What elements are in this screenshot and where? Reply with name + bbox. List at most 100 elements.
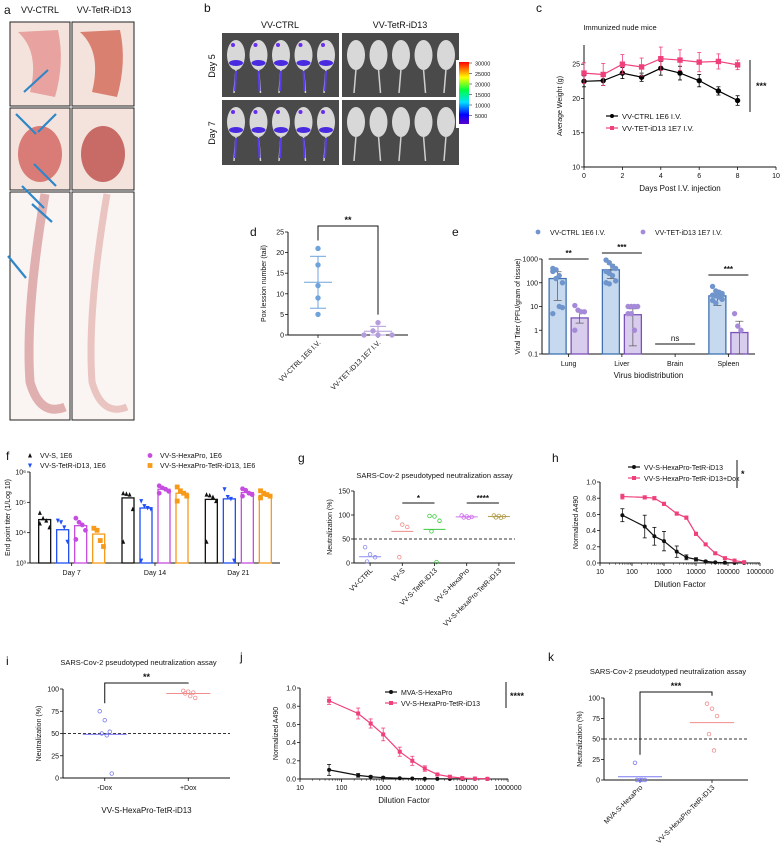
bar [258,494,272,564]
data-point [742,560,747,565]
significance-bracket [317,225,379,315]
blue-arrow-icon [31,203,53,223]
row-label-day7: Day 7 [207,121,217,145]
legend-marker [28,463,32,468]
data-point [124,491,129,496]
legend-label: VV-TET-iD13 1E7 I.V. [622,124,694,133]
data-point [631,327,638,333]
y-tick-label: 100 [588,696,600,703]
data-point [410,776,415,781]
signal [319,60,333,66]
data-point [55,518,60,524]
data-point [210,494,215,499]
data-point [397,555,402,560]
data-point [572,327,578,333]
legend-label: VV-CTRL 1E6 I.V. [622,112,681,121]
x-category-label: Liver [614,361,630,368]
y-axis-label: Average Weight (g) [557,76,564,136]
data-point [639,777,645,783]
legend-marker [28,453,32,458]
data-point [121,539,126,544]
signal [279,137,282,159]
data-point [437,518,442,523]
data-point [73,536,79,542]
data-point [47,524,52,530]
data-point [556,272,562,279]
legend-marker [147,453,153,458]
data-point [83,527,88,533]
significance-label: ** [566,249,573,258]
legend-marker [147,463,153,468]
data-point [389,332,395,338]
significance-label: **** [510,691,525,701]
data-point [735,323,741,329]
data-point [174,498,180,504]
legend-label: VV-S-HexaPro-TetR-iD13 [644,465,723,472]
data-point [121,490,126,496]
y-tick-label: 10⁴ [15,530,26,537]
data-point [711,748,717,753]
data-point [97,709,102,714]
y-tick-label: 1 [534,328,538,335]
x-axis-label: VV-S-HexaPro-TetR-iD13 [101,806,192,815]
data-point [434,559,439,565]
data-point [97,538,103,543]
data-point [634,777,640,783]
data-point [559,280,566,286]
significance-label: *** [617,243,627,252]
significance-bracket [639,691,713,755]
mouse-silhouette [369,40,388,70]
signal [324,137,327,159]
data-point [694,531,699,536]
panel-label-b: b [204,1,211,15]
data-point [719,296,725,303]
signal [231,43,235,47]
data-point [79,522,85,528]
y-tick-label: 0.0 [586,561,596,568]
y-tick-label: 25 [572,62,580,69]
x-category-label: VV-S [390,567,406,583]
mouse-silhouette [414,107,433,137]
x-category-label: Day 7 [63,570,81,577]
data-point [109,771,114,776]
legend-label: VV-S-HexaPro, 1E6 [160,453,222,460]
data-point [62,525,67,530]
data-point [715,58,722,65]
data-point [222,487,227,492]
data-point [204,492,209,497]
data-point [581,70,587,76]
mouse-tail [377,135,382,162]
significance-label: ** [344,215,352,225]
x-tick-label: 2 [620,173,624,180]
data-point [674,511,679,516]
y-tick-label: 1.0 [586,480,596,487]
mouse-body [80,30,123,97]
data-point [156,490,162,496]
data-point [166,488,172,494]
panel-label-k: k [548,650,555,664]
legend-label: VV-CTRL 1E6 I.V. [550,230,606,237]
data-point [709,283,716,290]
x-tick-label: 100 [626,569,638,576]
blue-arrow-icon [23,69,49,93]
mouse-tail [353,135,357,162]
signal [257,70,261,92]
y-tick-label: 75 [51,709,59,716]
data-point [696,77,702,84]
data-point [145,506,150,511]
signal [257,137,261,159]
bar [175,492,189,564]
bar [157,488,171,564]
data-point [327,767,332,772]
data-point [637,777,643,783]
y-tick-label: 10⁵ [15,500,26,507]
significance-label: *** [724,265,734,274]
x-category-label: VV-S-HexaPro-TetR-iD13 [443,567,504,628]
x-tick-label: 100000 [716,569,739,576]
signal [321,110,325,114]
mouse-silhouette [437,40,455,70]
signal [274,60,288,66]
y-axis-label: Normalized A490 [273,707,280,760]
x-tick-label: 8 [736,173,740,180]
y-tick-label: 0.6 [586,512,596,519]
